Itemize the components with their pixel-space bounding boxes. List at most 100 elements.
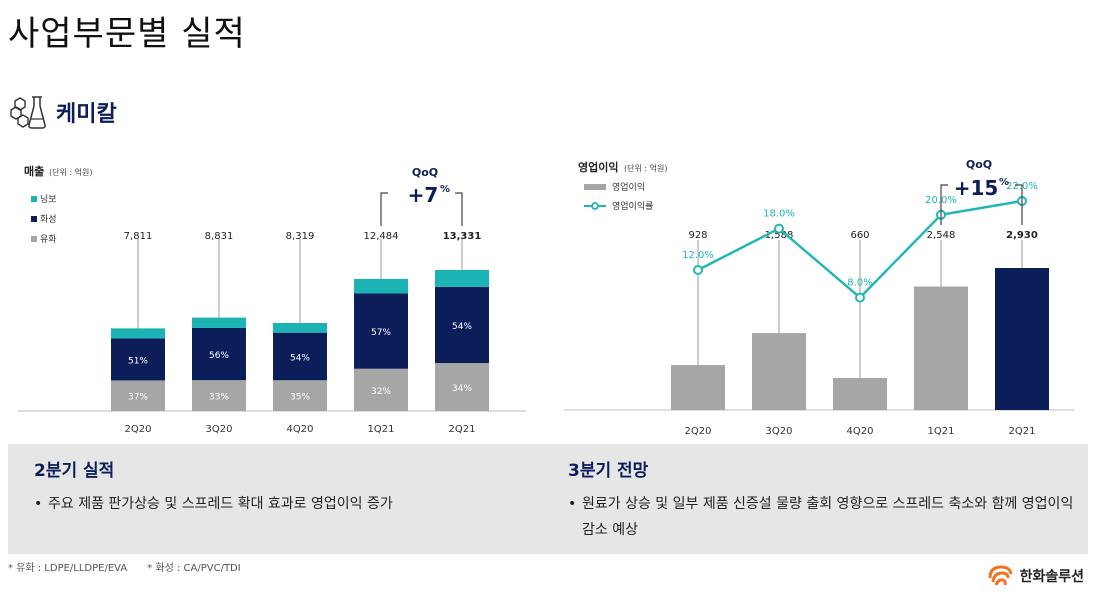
bar-teal — [435, 270, 489, 287]
bar-navy — [192, 327, 246, 381]
bar-navy — [273, 332, 327, 381]
margin-label: 18.0% — [763, 209, 795, 220]
chart-unit: (단위 : 억원) — [49, 167, 92, 177]
summary-left-text: 주요 제품 판가상승 및 스프레드 확대 효과로 영업이익 증가 — [48, 496, 393, 512]
share-label: 51% — [128, 356, 148, 366]
qoq-label: QoQ — [412, 166, 438, 179]
share-label: 54% — [290, 353, 310, 363]
bar-operating-profit — [833, 378, 887, 410]
share-label: 56% — [209, 351, 229, 361]
bar-operating-profit — [752, 333, 806, 410]
flask-hexagon-icon — [10, 96, 46, 129]
legend-label: 화성 — [40, 214, 57, 225]
bar-navy — [354, 293, 408, 369]
share-label: 37% — [128, 393, 148, 403]
qoq-bracket-right — [1015, 184, 1023, 225]
share-label: 34% — [452, 384, 472, 394]
summary-left-bullet: • 주요 제품 판가상승 및 스프레드 확대 효과로 영업이익 증가 — [34, 491, 554, 517]
legend-label: 영업이익 — [612, 181, 645, 193]
bar-gray — [435, 363, 489, 411]
margin-label: 8.0% — [847, 278, 872, 289]
bar-gray — [354, 368, 408, 411]
summary-right: 3분기 전망 • 원료가 상승 및 일부 제품 신증설 물량 출회 영향으로 스… — [568, 456, 1078, 543]
section-header: 케미칼 — [8, 92, 117, 132]
total-label: 7,811 — [124, 231, 153, 242]
value-label: 928 — [688, 230, 707, 241]
margin-label: 12.0% — [682, 250, 714, 261]
bullet-mark: • — [568, 496, 577, 512]
value-label: 660 — [850, 230, 869, 241]
x-tick-label: 1Q21 — [928, 426, 955, 437]
total-label: 13,331 — [443, 231, 482, 242]
qoq-label: QoQ — [966, 158, 992, 171]
bar-teal — [111, 328, 165, 339]
qoq-unit: % — [999, 177, 1009, 188]
chart-title: 매출 — [24, 164, 44, 178]
share-label: 32% — [371, 387, 391, 397]
footnote-petrochem: * 유화 : LDPE/LLDPE/EVA — [8, 563, 128, 574]
legend-label: 영업이익률 — [612, 200, 653, 212]
hanwha-logo-icon — [988, 565, 1013, 586]
bar-operating-profit — [995, 268, 1049, 410]
bar-teal — [354, 278, 408, 294]
logo-text: 한화솔루션 — [1019, 569, 1084, 585]
qoq-bracket-left — [380, 192, 388, 226]
chart-unit: (단위 : 억원) — [624, 163, 667, 173]
qoq-unit: % — [440, 184, 450, 195]
share-label: 35% — [290, 393, 310, 403]
value-label: 2,930 — [1006, 230, 1038, 241]
bar-teal — [192, 317, 246, 328]
total-label: 8,319 — [286, 231, 315, 242]
x-tick-label: 3Q20 — [766, 426, 793, 437]
value-label: 2,548 — [927, 230, 956, 241]
section-name: 케미칼 — [56, 102, 117, 127]
footnote-chemicals: * 화성 : CA/PVC/TDI — [147, 563, 241, 574]
footnotes: * 유화 : LDPE/LLDPE/EVA * 화성 : CA/PVC/TDI — [8, 559, 241, 574]
summary-right-title: 3분기 전망 — [568, 461, 649, 481]
value-label: 1,588 — [765, 230, 794, 241]
x-tick-label: 2Q21 — [1009, 426, 1036, 437]
x-tick-label: 2Q21 — [449, 424, 476, 435]
summary-panel: 2분기 실적 • 주요 제품 판가상승 및 스프레드 확대 효과로 영업이익 증… — [8, 444, 1088, 554]
bar-gray — [273, 380, 327, 411]
total-label: 8,831 — [205, 231, 234, 242]
legend-swatch — [31, 236, 37, 242]
share-label: 57% — [371, 328, 391, 338]
bar-teal — [273, 323, 327, 333]
page-title: 사업부문별 실적 — [8, 14, 246, 54]
company-logo: 한화솔루션 — [986, 562, 1084, 590]
x-tick-label: 3Q20 — [206, 424, 233, 435]
qoq-bracket-left — [940, 184, 948, 225]
bar-operating-profit — [671, 365, 725, 410]
x-tick-label: 2Q20 — [125, 424, 152, 435]
x-tick-label: 2Q20 — [685, 426, 712, 437]
share-label: 54% — [452, 322, 472, 332]
legend-swatch — [31, 196, 37, 202]
x-tick-label: 4Q20 — [847, 426, 874, 437]
bar-navy — [111, 338, 165, 381]
bar-gray — [192, 380, 246, 411]
margin-point — [855, 292, 865, 303]
qoq-bracket-right — [455, 192, 463, 226]
share-label: 33% — [209, 393, 229, 403]
bar-navy — [435, 286, 489, 364]
bullet-mark: • — [34, 496, 43, 512]
qoq-value: +15 — [954, 176, 999, 200]
summary-left: 2분기 실적 • 주요 제품 판가상승 및 스프레드 확대 효과로 영업이익 증… — [34, 456, 554, 517]
summary-right-bullet: • 원료가 상승 및 일부 제품 신증설 물량 출회 영향으로 스프레드 축소와… — [568, 491, 1078, 543]
summary-right-text: 원료가 상승 및 일부 제품 신증설 물량 출회 영향으로 스프레드 축소와 함… — [582, 496, 1074, 538]
total-label: 12,484 — [364, 231, 399, 242]
bar-operating-profit — [914, 286, 968, 410]
chart-title: 영업이익 — [578, 160, 618, 174]
bar-gray — [111, 380, 165, 411]
margin-point — [774, 223, 784, 234]
legend-swatch-marker — [591, 202, 599, 210]
legend-swatch-bar — [584, 184, 606, 190]
legend-swatch — [31, 216, 37, 222]
margin-point — [693, 265, 703, 275]
legend-label: 닝보 — [40, 194, 57, 205]
summary-left-title: 2분기 실적 — [34, 461, 115, 481]
x-tick-label: 1Q21 — [368, 424, 395, 435]
qoq-value: +7 — [408, 183, 439, 207]
